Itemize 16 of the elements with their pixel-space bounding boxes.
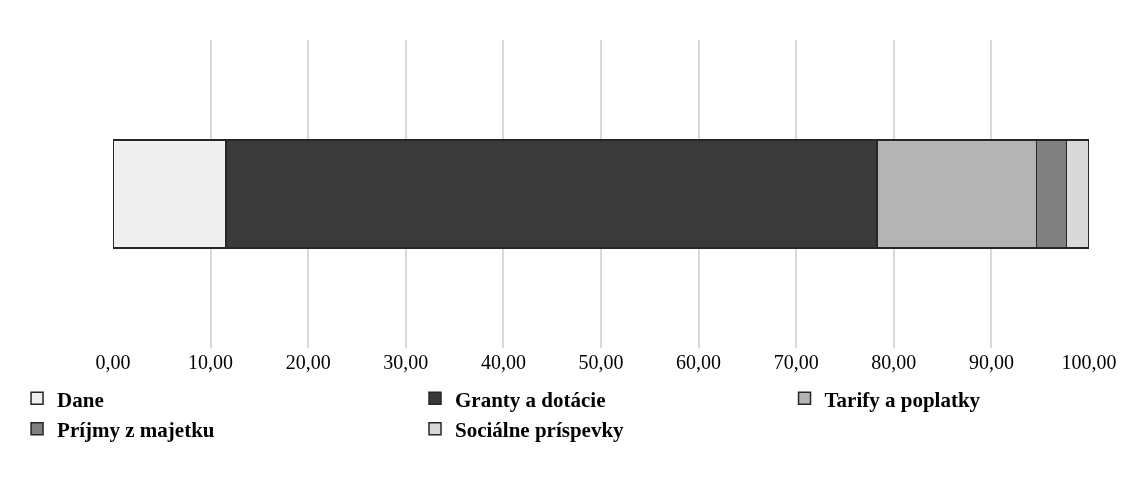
- legend-label: Dane: [57, 387, 104, 412]
- x-tick-label: 20,00: [285, 351, 331, 373]
- x-tick-label: 40,00: [480, 351, 526, 373]
- x-tick-label: 50,00: [578, 351, 624, 373]
- legend-label: Granty a dotácie: [455, 387, 606, 412]
- x-tick-label: 100,00: [1061, 351, 1117, 373]
- x-tick-label: 10,00: [188, 351, 234, 373]
- legend-label: Sociálne príspevky: [455, 417, 625, 442]
- x-tick-label: 80,00: [871, 351, 917, 373]
- legend-label: Tarify a poplatky: [824, 387, 981, 412]
- x-tick-label: 90,00: [968, 351, 1014, 373]
- x-tick-label: 30,00: [383, 351, 429, 373]
- x-tick-label: 60,00: [676, 351, 722, 373]
- legend-label: Príjmy z majetku: [57, 417, 215, 442]
- x-tick-label: 70,00: [773, 351, 819, 373]
- x-tick-label: 0,00: [95, 351, 131, 373]
